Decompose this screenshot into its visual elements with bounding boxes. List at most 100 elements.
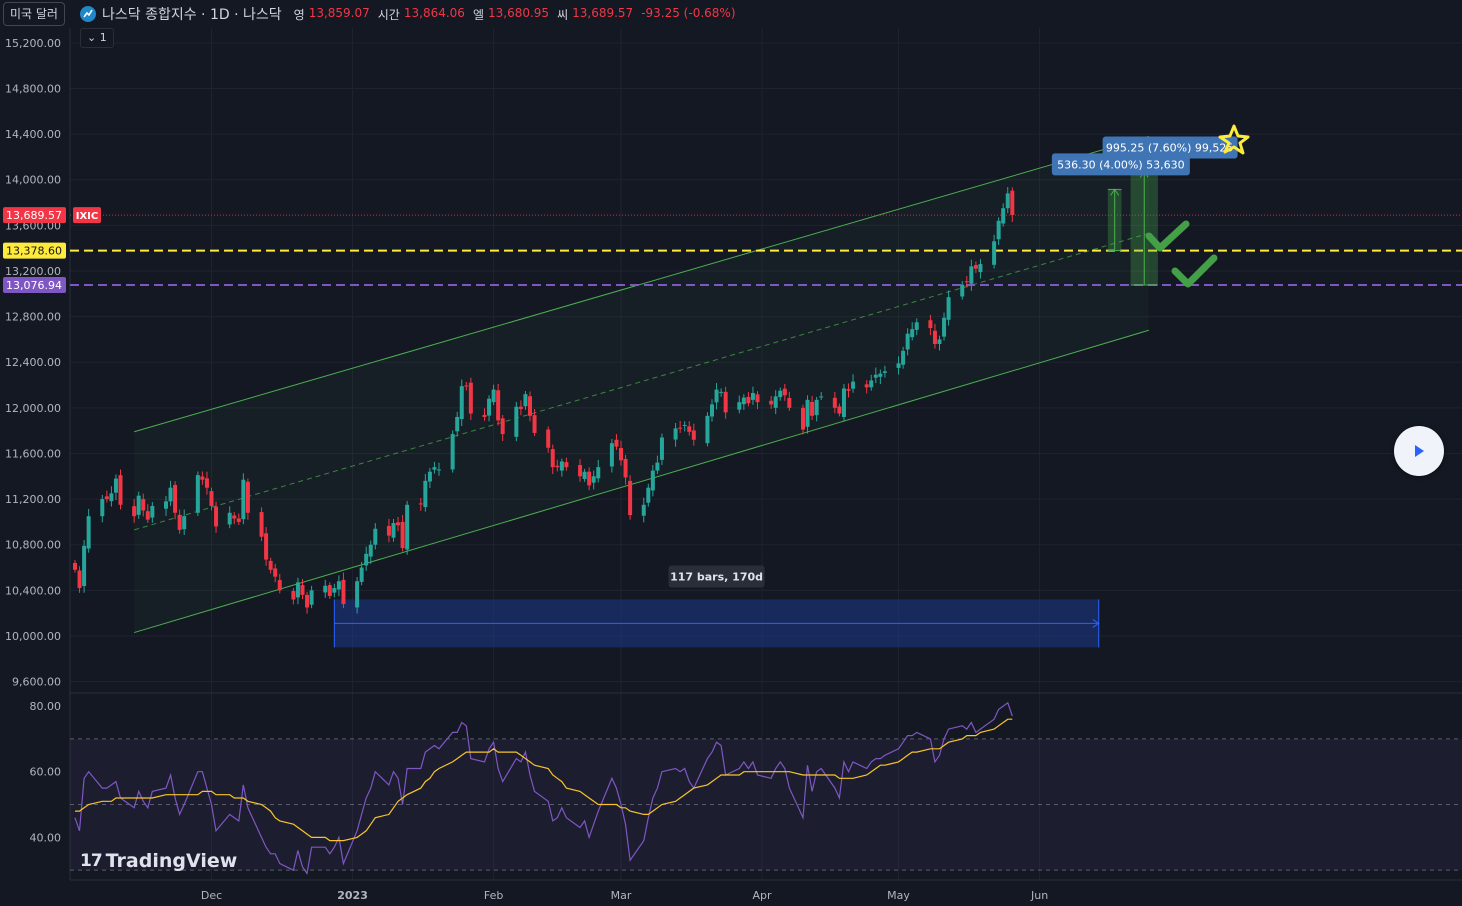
close-label: 씨 xyxy=(557,7,569,22)
time-tick-label: Dec xyxy=(201,889,222,902)
candle-body xyxy=(355,581,360,608)
candle-body xyxy=(564,462,569,468)
candle-body xyxy=(992,241,997,265)
measure-label-bg xyxy=(1102,136,1238,159)
rsi-tick-label: 40.00 xyxy=(30,831,62,844)
price-label: 13,378.60 xyxy=(6,245,62,258)
channel-upper-line xyxy=(134,135,1149,433)
candle-body xyxy=(1005,193,1010,209)
candle-body xyxy=(386,526,391,536)
candle-body xyxy=(273,568,278,577)
play-icon xyxy=(1415,445,1424,457)
candle-body xyxy=(646,487,651,503)
candle-body xyxy=(496,390,501,421)
candle-body xyxy=(336,581,341,590)
candle-body xyxy=(150,505,155,518)
rsi-pane xyxy=(70,701,1462,875)
replay-play-button[interactable] xyxy=(1394,426,1444,476)
candle-body xyxy=(245,481,250,513)
candle-body xyxy=(937,339,942,344)
candle-body xyxy=(323,585,328,593)
price-tick-label: 13,200.00 xyxy=(5,265,61,278)
candle-body xyxy=(746,396,751,404)
candle-body xyxy=(869,380,874,388)
price-tick-label: 10,400.00 xyxy=(5,584,61,597)
chart-axes: 15,200.00 14,800.00 14,400.00 14,000.00 13,6… xyxy=(3,37,1048,902)
candle-body xyxy=(1010,190,1015,216)
high-label: 시간 xyxy=(377,7,400,22)
candle-body xyxy=(400,521,405,549)
price-label-bg xyxy=(3,276,66,293)
candle-body xyxy=(450,434,455,470)
candle-body xyxy=(882,371,887,373)
candle-body xyxy=(332,588,337,593)
tradingview-logo-icon: 17 xyxy=(80,851,103,871)
candle-body xyxy=(86,516,91,549)
candle-body xyxy=(996,220,1001,240)
price-tick-label: 14,000.00 xyxy=(5,174,61,187)
nasdaq-icon xyxy=(80,6,96,22)
candle-body xyxy=(305,594,310,608)
candle-body xyxy=(723,391,728,413)
candle-body xyxy=(432,467,437,470)
low-label: 엘 xyxy=(472,7,484,22)
candle-body xyxy=(673,428,678,440)
symbol-title[interactable]: 나스닥 종합지수 · 1D · 나스닥 xyxy=(102,7,282,23)
candle-body xyxy=(769,400,774,405)
price-label-bg xyxy=(3,207,66,224)
candle-body xyxy=(523,394,528,407)
candle-body xyxy=(241,479,246,520)
candle-body xyxy=(423,480,428,508)
candle-body xyxy=(164,501,168,509)
candle-body xyxy=(978,264,983,273)
candle-body xyxy=(532,415,537,433)
candle-body xyxy=(678,427,683,429)
high-value: 13,864.06 xyxy=(403,5,465,20)
price-label: 13,076.94 xyxy=(6,279,62,292)
price-label: 13,689.57 xyxy=(6,209,62,222)
chart-overlays: 536.30 (4.00%) 53,630 995.25 (7.60%) 99,5… xyxy=(1051,124,1250,288)
tradingview-logo[interactable]: 17 TradingView xyxy=(80,850,237,872)
candle-body xyxy=(964,281,969,283)
candle-body xyxy=(405,504,410,550)
rsi-tick-label: 60.00 xyxy=(30,766,62,779)
candle-body xyxy=(455,416,460,432)
date-range-arrowhead xyxy=(1092,619,1100,628)
candle-body xyxy=(659,437,664,460)
collapse-indicators-button[interactable]: ⌄ 1 xyxy=(80,28,114,48)
candle-body xyxy=(259,512,264,537)
candle-body xyxy=(710,404,714,417)
candle-body xyxy=(113,478,118,493)
candle-body xyxy=(291,591,296,600)
candle-body xyxy=(896,363,901,368)
candle-body xyxy=(364,553,369,566)
candle-body xyxy=(204,478,209,488)
candle-body xyxy=(437,469,441,471)
time-tick-label: Mar xyxy=(611,889,632,902)
candle-body xyxy=(810,401,815,416)
candle-body xyxy=(518,406,523,409)
open-label: 영 xyxy=(293,7,305,22)
rsi-tick-label: 80.00 xyxy=(30,700,62,713)
price-tick-label: 10,000.00 xyxy=(5,630,61,643)
candle-body xyxy=(687,426,692,432)
open-value: 13,859.07 xyxy=(308,5,370,20)
candle-body xyxy=(901,350,906,365)
candle-body xyxy=(650,470,655,491)
candle-body xyxy=(805,399,810,427)
candle-body xyxy=(750,393,755,400)
time-tick-label: Apr xyxy=(753,889,773,902)
candle-body xyxy=(295,582,300,598)
candle-body xyxy=(609,443,614,467)
currency-button[interactable]: 미국 달러 xyxy=(3,2,65,26)
candle-body xyxy=(819,396,824,398)
candle-body xyxy=(691,430,696,440)
candle-body xyxy=(773,396,778,408)
candle-body xyxy=(641,504,646,516)
time-tick-label: May xyxy=(887,889,910,902)
close-value: 13,689.57 xyxy=(572,5,634,20)
candles[interactable] xyxy=(73,187,1015,614)
candle-body xyxy=(104,496,109,500)
candle-body xyxy=(741,397,746,405)
